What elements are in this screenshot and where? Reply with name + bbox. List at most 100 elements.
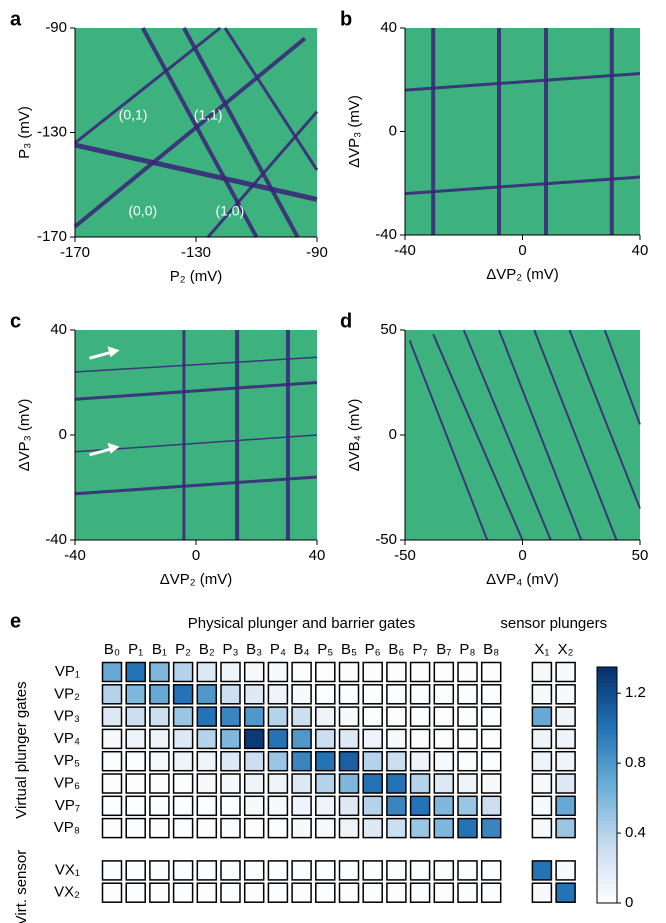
colorbar-slice xyxy=(597,674,617,680)
colorbar-slice xyxy=(597,875,617,880)
column-label: P₁ xyxy=(128,641,143,658)
row-label: VP₄ xyxy=(54,730,80,747)
y-tick-label: -40 xyxy=(375,226,397,243)
matrix-cell xyxy=(172,684,194,705)
colorbar-slice xyxy=(597,788,617,794)
image-feature xyxy=(74,475,318,496)
matrix-cell xyxy=(172,773,194,794)
colorbar-slice xyxy=(597,895,617,900)
row-label: VP₆ xyxy=(54,774,80,791)
y-axis-label: ΔVP₃ (mV) xyxy=(346,95,363,168)
colorbar-tick-label: 0.4 xyxy=(625,824,646,841)
colorbar-tick-label: 0.8 xyxy=(625,754,646,771)
colorbar-slice xyxy=(597,694,617,699)
matrix-cell xyxy=(531,750,553,772)
matrix-cell xyxy=(267,882,289,903)
colorbar-slice xyxy=(597,820,617,825)
image-background xyxy=(75,330,317,540)
matrix-cell xyxy=(196,860,218,881)
colorbar-slice xyxy=(597,851,617,857)
matrix-cell xyxy=(480,817,502,839)
matrix-cell xyxy=(338,817,360,839)
row-label: VP₇ xyxy=(55,797,80,814)
colorbar-slice xyxy=(597,836,617,841)
matrix-cell xyxy=(433,773,455,794)
matrix-cell xyxy=(386,773,407,794)
y-tick-label: -130 xyxy=(37,123,67,140)
matrix-cell xyxy=(149,684,170,705)
colorbar-slice xyxy=(597,828,617,833)
matrix-cell xyxy=(267,817,289,839)
matrix-cell xyxy=(315,750,336,772)
colorbar-slice xyxy=(597,706,617,711)
image-feature xyxy=(73,36,307,229)
matrix-cell xyxy=(125,728,146,750)
matrix-cell xyxy=(267,750,289,772)
colorbar-slice xyxy=(597,785,617,790)
colorbar-tick-label: 0 xyxy=(625,894,633,911)
matrix-cell xyxy=(101,661,123,683)
matrix-cell xyxy=(243,795,265,817)
colorbar-slice xyxy=(597,883,617,888)
matrix-cell xyxy=(386,706,407,727)
matrix-cell xyxy=(531,684,553,705)
arrow-head xyxy=(107,346,120,358)
colorbar-slice xyxy=(597,855,617,861)
matrix-cell xyxy=(125,661,146,683)
colorbar-slice xyxy=(597,859,617,865)
matrix-cell xyxy=(101,795,123,817)
image-feature xyxy=(404,175,641,196)
colorbar-slice xyxy=(597,769,617,774)
matrix-cell xyxy=(125,795,146,817)
colorbar-slice xyxy=(597,702,617,707)
matrix-cell xyxy=(362,860,383,881)
colorbar-slice xyxy=(597,678,617,684)
matrix-cell xyxy=(480,706,502,727)
matrix-cell xyxy=(101,773,123,794)
matrix-cell xyxy=(291,795,312,817)
colorbar-slice xyxy=(597,816,617,821)
image-background xyxy=(405,330,640,540)
colorbar-slice xyxy=(597,773,617,778)
x-axis-label: ΔVP₂ (mV) xyxy=(486,266,559,283)
matrix-cell xyxy=(362,882,383,903)
annotation: (0,1) xyxy=(119,106,148,122)
colorbar-slice xyxy=(597,749,617,755)
colorbar-slice xyxy=(597,757,617,762)
x-tick-label: 50 xyxy=(632,547,649,564)
matrix-cell xyxy=(172,706,194,727)
column-label: B₀ xyxy=(104,641,120,658)
annotation: (0,0) xyxy=(128,203,157,219)
matrix-cell xyxy=(125,882,146,903)
colorbar-slice xyxy=(597,698,617,703)
matrix-cell xyxy=(409,661,431,683)
matrix-cell xyxy=(433,882,455,903)
matrix-cell xyxy=(196,706,218,727)
arrow xyxy=(89,350,112,360)
y-axis-label: ΔVP₃ (mV) xyxy=(16,399,33,472)
matrix-cell xyxy=(196,661,218,683)
image-feature xyxy=(74,26,222,145)
matrix-cell xyxy=(196,795,218,817)
matrix-cell xyxy=(531,795,553,817)
matrix-cell xyxy=(291,817,312,839)
matrix-cell xyxy=(338,706,360,727)
matrix-cell xyxy=(386,795,407,817)
matrix-cell xyxy=(433,684,455,705)
matrix-cell xyxy=(362,817,383,839)
matrix-cell xyxy=(149,773,170,794)
y-tick-label: 0 xyxy=(389,122,397,139)
matrix-cell xyxy=(220,882,241,903)
matrix-cell xyxy=(291,750,312,772)
x-tick-label: -170 xyxy=(60,244,90,261)
matrix-cell xyxy=(243,728,265,750)
colorbar-slice xyxy=(597,812,617,817)
colorbar-slice xyxy=(597,710,617,715)
matrix-cell xyxy=(220,860,241,881)
colorbar-slice xyxy=(597,847,617,853)
x-tick-label: -50 xyxy=(394,547,416,564)
matrix-cell xyxy=(243,750,265,772)
matrix-cell xyxy=(267,684,289,705)
colorbar-slice xyxy=(597,765,617,770)
